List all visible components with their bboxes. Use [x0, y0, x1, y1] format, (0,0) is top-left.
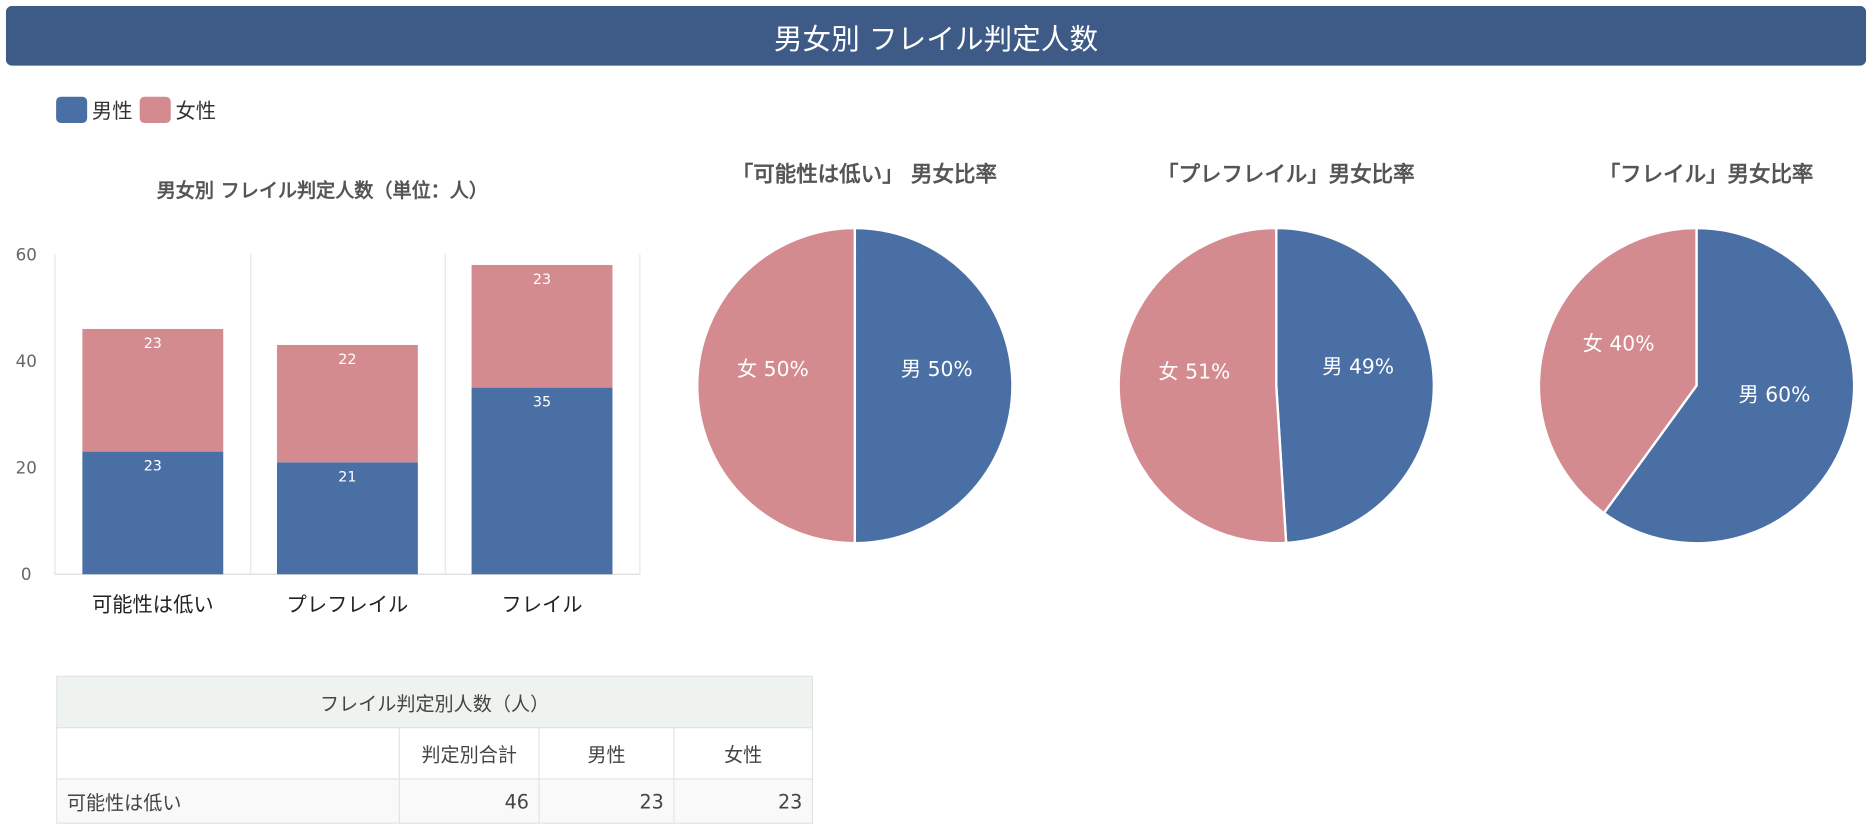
- bar-chart-title: 男女別 フレイル判定人数（単位：人）: [157, 179, 488, 202]
- charts: 男女別 フレイル判定人数（単位：人） 0 20 40 60 23 23 可能性は低い 21 22 プ…: [16, 161, 1856, 616]
- x-tick-label: プレフレイル: [287, 592, 409, 616]
- bar-female: [276, 344, 418, 463]
- pie-data-label: 男 49%: [1322, 354, 1394, 378]
- y-tick-label: 40: [16, 351, 37, 371]
- pie-data-label: 女 40%: [1583, 332, 1655, 356]
- pie-data-label: 男 50%: [901, 357, 973, 381]
- table-cell: 23: [673, 778, 814, 824]
- bar-data-label: 23: [144, 336, 162, 352]
- pie-slice-male: [1275, 226, 1436, 545]
- pie-slice-male: [853, 226, 1014, 545]
- table-header: 判定別合計: [398, 727, 540, 780]
- y-tick-label: 60: [16, 244, 37, 264]
- bar-data-label: 22: [338, 352, 356, 368]
- legend-label-male[interactable]: 男性: [91, 100, 133, 125]
- table-header: [56, 727, 400, 780]
- legend: 男性 女性: [56, 94, 223, 124]
- y-tick-label: 0: [21, 564, 32, 584]
- bar-female: [471, 264, 613, 388]
- pie-slice-female: [1117, 226, 1288, 545]
- table-cell: 23: [538, 778, 675, 824]
- pie-chart-title: 「可能性は低い」 男女比率: [732, 161, 997, 187]
- table-header: 女性: [673, 727, 814, 780]
- legend-swatch-male[interactable]: [56, 96, 88, 123]
- bar-male: [471, 387, 613, 575]
- pie-chart-title: 「フレイル」男女比率: [1599, 161, 1814, 187]
- pie-data-label: 女 50%: [737, 357, 809, 381]
- legend-swatch-female[interactable]: [139, 96, 171, 123]
- pie-data-label: 女 51%: [1158, 360, 1230, 384]
- table-cell: 46: [398, 778, 540, 824]
- table-caption: フレイル判定別人数（人）: [56, 675, 814, 729]
- bar-male: [82, 451, 224, 575]
- bar-data-label: 21: [338, 469, 356, 485]
- bar-data-label: 23: [144, 459, 162, 475]
- bar-female: [82, 328, 224, 452]
- table-cell: 可能性は低い: [56, 778, 400, 824]
- x-tick-label: フレイル: [501, 592, 582, 616]
- y-tick-label: 20: [16, 458, 37, 478]
- pie-slice-male: [1602, 226, 1856, 545]
- pie-slice-female: [1537, 226, 1698, 515]
- table-row: 可能性は低い 46 23 23: [56, 778, 814, 824]
- summary-table: フレイル判定別人数（人） 判定別合計 男性 女性 可能性は低い 46 23 23: [56, 675, 814, 824]
- pie-data-label: 男 60%: [1739, 382, 1811, 406]
- pie-chart-title: 「プレフレイル」男女比率: [1157, 161, 1415, 187]
- bar-male: [276, 462, 418, 575]
- bar-data-label: 23: [533, 272, 551, 288]
- page-title: 男女別 フレイル判定人数: [5, 5, 1867, 66]
- table-header: 男性: [538, 727, 675, 780]
- bar-data-label: 35: [533, 395, 551, 411]
- pie-slice-female: [696, 226, 857, 545]
- x-tick-label: 可能性は低い: [92, 592, 214, 616]
- legend-label-female[interactable]: 女性: [175, 100, 217, 125]
